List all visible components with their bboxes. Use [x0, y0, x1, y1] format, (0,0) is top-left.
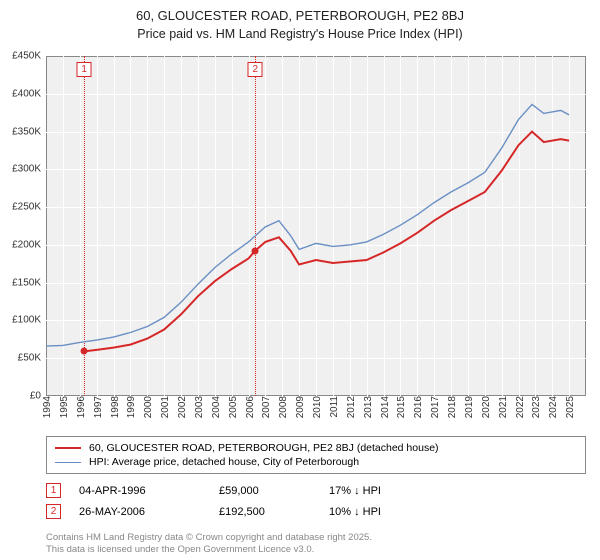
x-axis-label: 2025 — [562, 396, 576, 418]
sale-event-marker: 1 — [77, 62, 92, 77]
sale-point-dot — [81, 348, 88, 355]
x-axis-label: 2001 — [157, 396, 171, 418]
x-axis-label: 2018 — [444, 396, 458, 418]
x-axis-label: 2021 — [495, 396, 509, 418]
y-axis-label: £100K — [12, 315, 46, 326]
x-axis-label: 1994 — [39, 396, 53, 418]
chart-subtitle: Price paid vs. HM Land Registry's House … — [0, 25, 600, 41]
x-axis-label: 1996 — [73, 396, 87, 418]
series-price_paid — [84, 132, 569, 352]
y-axis-label: £350K — [12, 126, 46, 137]
sale-row: 2 26-MAY-2006£192,50010% ↓ HPI — [46, 501, 586, 522]
x-axis-label: 2013 — [360, 396, 374, 418]
x-axis-label: 2008 — [275, 396, 289, 418]
footer-line-2: This data is licensed under the Open Gov… — [46, 544, 372, 556]
x-axis-label: 2009 — [292, 396, 306, 418]
x-axis-label: 2006 — [242, 396, 256, 418]
y-axis-label: £300K — [12, 164, 46, 175]
x-axis-label: 2011 — [326, 396, 340, 418]
x-axis-label: 2019 — [461, 396, 475, 418]
x-axis-label: 2016 — [410, 396, 424, 418]
y-axis-label: £250K — [12, 202, 46, 213]
sales-table: 1 04-APR-1996£59,00017% ↓ HPI 2 26-MAY-2006… — [46, 480, 586, 522]
legend-label: 60, GLOUCESTER ROAD, PETERBOROUGH, PE2 8… — [89, 442, 439, 454]
sale-price: £192,500 — [219, 506, 329, 518]
x-axis-label: 2022 — [512, 396, 526, 418]
y-axis-label: £450K — [12, 51, 46, 62]
legend: 60, GLOUCESTER ROAD, PETERBOROUGH, PE2 8… — [46, 436, 586, 474]
chart-title: 60, GLOUCESTER ROAD, PETERBOROUGH, PE2 8… — [0, 0, 600, 25]
x-axis-label: 2004 — [208, 396, 222, 418]
x-axis-label: 1999 — [123, 396, 137, 418]
x-axis-label: 2014 — [377, 396, 391, 418]
series-hpi — [46, 104, 569, 346]
x-axis-label: 2002 — [174, 396, 188, 418]
sale-row-marker: 2 — [46, 504, 61, 519]
footer-attribution: Contains HM Land Registry data © Crown c… — [46, 532, 372, 556]
sale-date: 04-APR-1996 — [79, 485, 219, 497]
legend-item: HPI: Average price, detached house, City… — [55, 455, 577, 469]
sale-delta: 10% ↓ HPI — [329, 506, 439, 518]
x-axis-label: 2007 — [258, 396, 272, 418]
x-axis-label: 2012 — [343, 396, 357, 418]
line-series — [46, 56, 586, 396]
x-axis-label: 2017 — [427, 396, 441, 418]
sale-row: 1 04-APR-1996£59,00017% ↓ HPI — [46, 480, 586, 501]
chart-area: £0£50K£100K£150K£200K£250K£300K£350K£400… — [46, 56, 586, 396]
y-axis-label: £150K — [12, 277, 46, 288]
x-axis-label: 2020 — [478, 396, 492, 418]
x-axis-label: 2005 — [225, 396, 239, 418]
x-axis-label: 2024 — [545, 396, 559, 418]
y-axis-label: £200K — [12, 239, 46, 250]
legend-item: 60, GLOUCESTER ROAD, PETERBOROUGH, PE2 8… — [55, 441, 577, 455]
legend-swatch — [55, 462, 81, 463]
x-axis-label: 2010 — [309, 396, 323, 418]
sale-event-marker: 2 — [248, 62, 263, 77]
x-axis-label: 1998 — [107, 396, 121, 418]
sale-delta: 17% ↓ HPI — [329, 485, 439, 497]
x-axis-label: 2003 — [191, 396, 205, 418]
legend-label: HPI: Average price, detached house, City… — [89, 456, 359, 468]
footer-line-1: Contains HM Land Registry data © Crown c… — [46, 532, 372, 544]
sale-date: 26-MAY-2006 — [79, 506, 219, 518]
sale-price: £59,000 — [219, 485, 329, 497]
x-axis-label: 2023 — [528, 396, 542, 418]
legend-swatch — [55, 447, 81, 449]
x-axis-label: 1995 — [56, 396, 70, 418]
y-axis-label: £400K — [12, 88, 46, 99]
sale-row-marker: 1 — [46, 483, 61, 498]
x-axis-label: 2015 — [393, 396, 407, 418]
sale-point-dot — [252, 247, 259, 254]
x-axis-label: 2000 — [140, 396, 154, 418]
x-axis-label: 1997 — [90, 396, 104, 418]
y-axis-label: £50K — [18, 353, 46, 364]
